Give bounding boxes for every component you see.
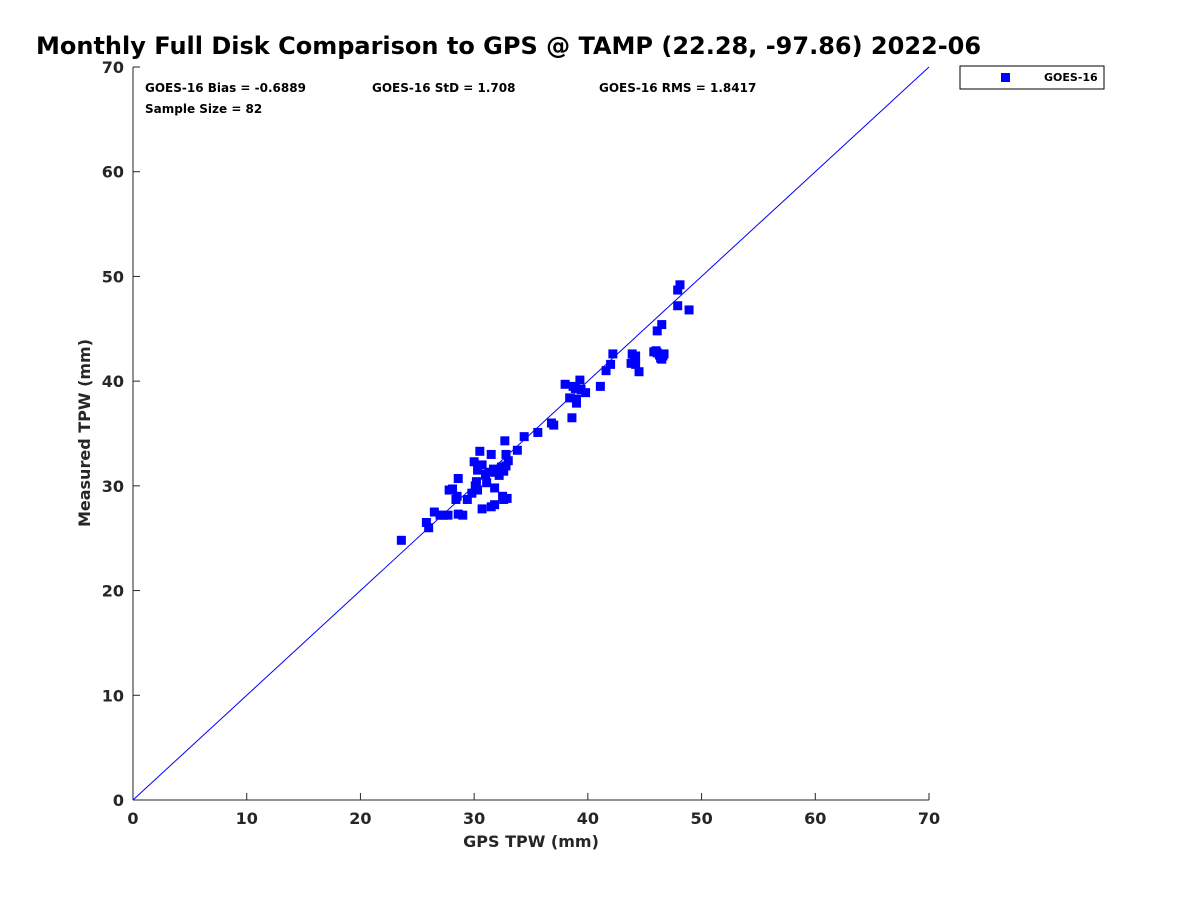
y-tick-label: 70 <box>102 58 124 77</box>
y-tick-label: 40 <box>102 372 124 391</box>
data-point <box>421 518 431 528</box>
data-point <box>473 465 483 475</box>
data-point <box>684 305 694 315</box>
data-point <box>471 477 481 487</box>
data-point <box>565 393 575 403</box>
data-point <box>634 367 644 377</box>
data-point <box>500 436 510 446</box>
x-axis-label: GPS TPW (mm) <box>463 832 599 851</box>
data-point <box>631 359 641 369</box>
data-point <box>453 474 463 484</box>
data-point <box>490 483 500 493</box>
x-tick-label: 40 <box>577 809 599 828</box>
x-tick-label: 70 <box>918 809 940 828</box>
std-stat: GOES-16 StD = 1.708 <box>372 81 515 95</box>
data-point <box>396 535 406 545</box>
data-point <box>533 427 543 437</box>
data-point <box>601 366 611 376</box>
data-point <box>429 507 439 517</box>
data-point <box>501 449 511 459</box>
data-point <box>675 280 685 290</box>
legend: GOES-16 <box>959 65 1105 90</box>
legend-box <box>959 65 1105 90</box>
data-point <box>673 285 683 295</box>
plot-area: 0 10 20 30 40 50 60 70 0 10 20 30 40 50 60 70 <box>102 58 940 828</box>
data-point <box>458 510 468 520</box>
legend-label-goes-16: GOES-16 <box>1044 71 1098 84</box>
data-point <box>477 460 487 470</box>
y-tick-label: 50 <box>102 267 124 286</box>
y-tick-label: 0 <box>113 791 124 810</box>
sample-size-stat: Sample Size = 82 <box>145 102 262 116</box>
data-point <box>501 461 511 471</box>
data-point <box>475 446 485 456</box>
y-tick-label: 10 <box>102 686 124 705</box>
data-point <box>673 301 683 311</box>
data-point <box>490 500 500 510</box>
data-point <box>560 379 570 389</box>
data-point <box>549 420 559 430</box>
data-point <box>567 413 577 423</box>
data-point <box>631 351 641 361</box>
data-point <box>575 375 585 385</box>
data-point <box>467 488 477 498</box>
rms-stat: GOES-16 RMS = 1.8417 <box>599 81 756 95</box>
data-point <box>519 432 529 442</box>
data-point <box>438 510 448 520</box>
one-to-one-line <box>132 66 930 801</box>
y-tick-label: 30 <box>102 477 124 496</box>
data-point <box>494 470 504 480</box>
data-point <box>486 449 496 459</box>
data-point <box>452 491 462 501</box>
data-point <box>424 523 434 533</box>
data-point <box>448 484 458 494</box>
data-point <box>576 385 586 395</box>
data-point <box>571 394 581 404</box>
data-point <box>462 494 472 504</box>
data-point <box>482 478 492 488</box>
data-point <box>581 388 591 398</box>
data-point <box>499 466 509 476</box>
data-point <box>608 349 618 359</box>
y-axis-label: Measured TPW (mm) <box>75 339 94 527</box>
data-point <box>469 457 479 467</box>
data-point <box>659 349 669 359</box>
data-point <box>651 346 661 356</box>
chart-title: Monthly Full Disk Comparison to GPS @ TA… <box>36 32 981 60</box>
x-tick-label: 10 <box>236 809 258 828</box>
x-tick-label: 60 <box>804 809 826 828</box>
data-point <box>453 509 463 519</box>
data-point <box>595 381 605 391</box>
data-point <box>503 456 513 466</box>
legend-marker-goes-16 <box>1001 73 1010 82</box>
y-tick-label: 20 <box>102 582 124 601</box>
x-tick-label: 50 <box>690 809 712 828</box>
data-point <box>477 504 487 514</box>
x-tick-label: 0 <box>127 809 138 828</box>
data-point <box>570 383 580 393</box>
data-point <box>502 493 512 503</box>
y-tick-label: 60 <box>102 163 124 182</box>
x-tick-label: 30 <box>463 809 485 828</box>
data-point <box>657 320 667 330</box>
bias-stat: GOES-16 Bias = -0.6889 <box>145 81 306 95</box>
data-point <box>652 326 662 336</box>
data-point <box>606 359 616 369</box>
x-tick-label: 20 <box>349 809 371 828</box>
data-point <box>484 467 494 477</box>
data-point <box>443 510 453 520</box>
data-point <box>473 485 483 495</box>
data-point <box>512 445 522 455</box>
